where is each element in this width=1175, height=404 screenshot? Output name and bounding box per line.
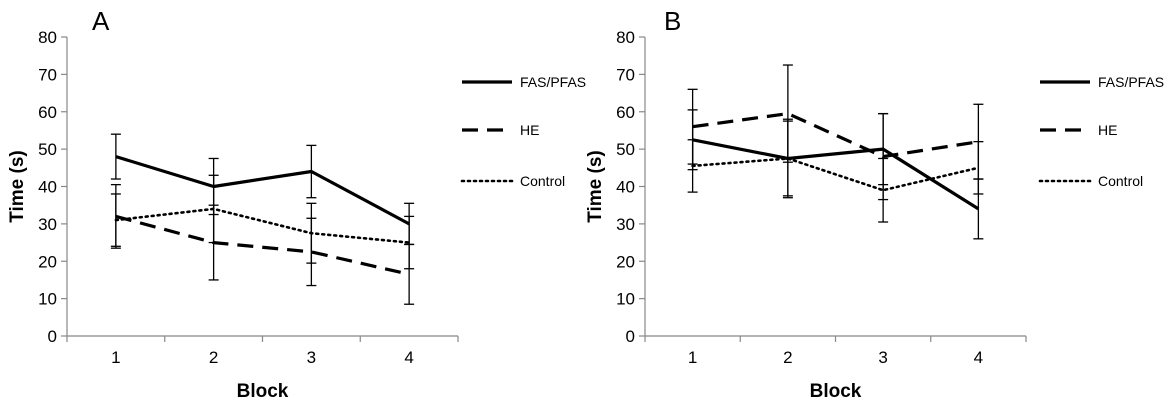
panel-label: B: [664, 6, 681, 36]
y-tick-label: 0: [48, 327, 57, 346]
x-axis-title: Block: [237, 381, 289, 402]
y-tick-label: 10: [38, 290, 57, 309]
y-tick-label: 80: [616, 28, 635, 47]
x-tick-label: 4: [404, 348, 413, 367]
legend-label: Control: [1098, 173, 1143, 189]
legend-label: HE: [520, 122, 539, 138]
y-tick-label: 50: [38, 140, 57, 159]
y-tick-label: 30: [38, 215, 57, 234]
y-axis-title: Time (s): [585, 150, 606, 223]
legend-label: FAS/PFAS: [520, 74, 586, 90]
series-line-2: [691, 157, 980, 192]
series-line-1: [115, 214, 410, 276]
y-tick-label: 70: [616, 65, 635, 84]
y-tick-label: 0: [626, 327, 635, 346]
x-tick-label: 1: [111, 348, 120, 367]
legend-label: Control: [520, 173, 565, 189]
x-tick-label: 4: [974, 348, 983, 367]
y-tick-label: 10: [616, 290, 635, 309]
y-tick-label: 40: [38, 178, 57, 197]
y-tick-label: 20: [616, 252, 635, 271]
series-line-0: [115, 155, 410, 226]
panel-label: A: [92, 6, 110, 36]
y-tick-label: 80: [38, 28, 57, 47]
y-tick-label: 60: [616, 103, 635, 122]
y-tick-label: 20: [38, 252, 57, 271]
series-line-1: [692, 111, 979, 159]
y-tick-label: 70: [38, 65, 57, 84]
y-tick-label: 40: [616, 178, 635, 197]
legend-label: HE: [1098, 122, 1117, 138]
x-tick-label: 2: [783, 348, 792, 367]
y-tick-label: 60: [38, 103, 57, 122]
x-tick-label: 3: [307, 348, 316, 367]
x-tick-label: 3: [878, 348, 887, 367]
x-tick-label: 2: [209, 348, 218, 367]
y-tick-label: 50: [616, 140, 635, 159]
legend-label: FAS/PFAS: [1098, 74, 1164, 90]
y-axis-title: Time (s): [7, 150, 28, 223]
x-tick-label: 1: [688, 348, 697, 367]
series-line-2: [114, 207, 411, 244]
x-axis-title: Block: [810, 381, 862, 402]
y-tick-label: 30: [616, 215, 635, 234]
